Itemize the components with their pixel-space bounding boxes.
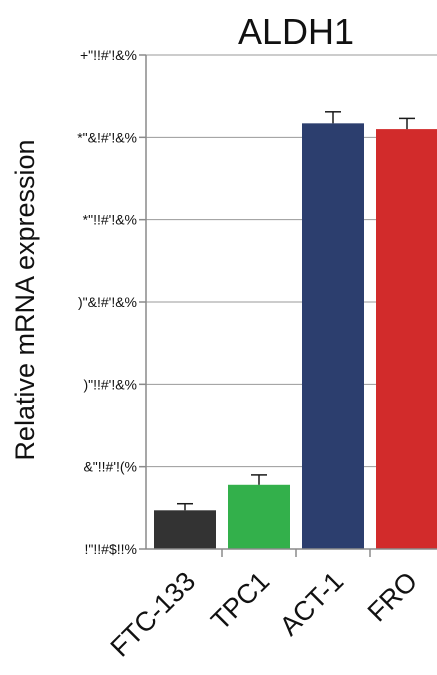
y-tick-label: )"!!#'!&% — [83, 376, 137, 392]
bar-ftc-133 — [154, 510, 216, 549]
y-tick-label: !"!!#$!!% — [85, 541, 137, 557]
y-tick-label: +"!!#'!&% — [80, 47, 137, 63]
y-tick-label: *"!!#'!&% — [83, 212, 137, 228]
y-axis-label: Relative mRNA expression — [10, 139, 40, 460]
bar-act-1 — [302, 123, 364, 549]
x-tick-label: FTC-133 — [105, 566, 202, 663]
chart-title: ALDH1 — [238, 11, 354, 52]
y-tick-label: )"&!#'!&% — [78, 294, 137, 310]
x-tick-label: TPC1 — [205, 566, 275, 636]
x-axis-ticks — [222, 549, 370, 557]
bar-fro — [376, 129, 437, 549]
bars — [154, 123, 437, 549]
bar-tpc1 — [228, 485, 290, 549]
x-tick-label: FRO — [362, 566, 424, 628]
y-axis-ticks: !"!!#$!!% &"!!#'!(% )"!!#'!&% )"&!#'!&% *"!!… — [77, 47, 146, 557]
y-tick-label: *"&!#'!&% — [77, 129, 137, 145]
y-tick-label: &"!!#'!(% — [83, 459, 137, 475]
x-tick-label: ACT-1 — [274, 566, 349, 641]
